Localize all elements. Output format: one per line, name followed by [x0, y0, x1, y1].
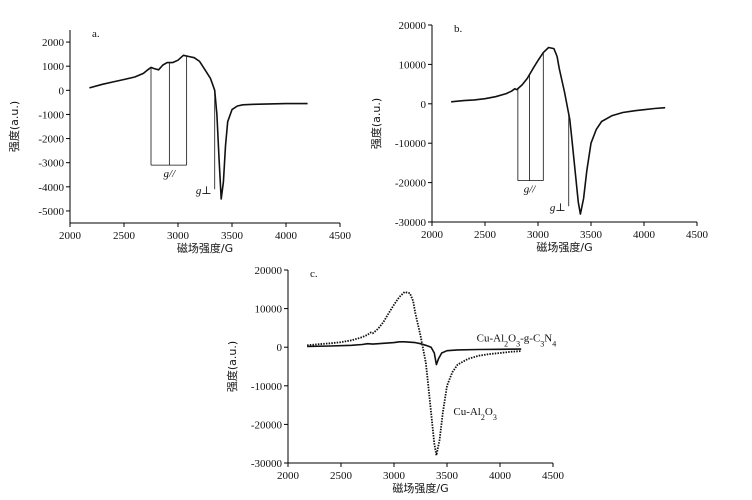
y-tick-label: 10000 — [399, 59, 427, 71]
x-tick-label: 2500 — [113, 230, 136, 242]
series-label-cu-al2o3-g-c3n4: Cu-Al2O3-g-C3N4 — [477, 332, 557, 348]
series-line-0 — [307, 341, 522, 366]
x-tick-label: 2000 — [421, 229, 444, 241]
y-tick-label: 1000 — [42, 61, 65, 73]
series-line-1 — [307, 291, 522, 457]
x-axis-label: 磁场强度/G — [392, 481, 448, 495]
series-label-cu-al2o3: Cu-Al2O3 — [453, 406, 496, 422]
x-tick-label: 3500 — [221, 230, 244, 242]
y-axis-label: 强度(a.u.) — [369, 98, 383, 149]
epr-panel-b: 2000 2500 3000 3500 4000 4500 -30000 -20000 -100… — [369, 20, 709, 254]
epr-panel-c: 2000 2500 3000 3500 4000 4500 -30000 -20000 -100… — [225, 265, 565, 495]
g-perpendicular-label: g⊥ — [196, 185, 212, 197]
x-tick-label: 4000 — [489, 470, 512, 482]
x-tick-label: 4000 — [633, 229, 656, 241]
y-tick-label: 0 — [277, 342, 283, 354]
x-tick-label: 2000 — [59, 230, 82, 242]
x-tick-label: 3500 — [436, 470, 459, 482]
y-tick-label: -30000 — [395, 217, 427, 229]
g-parallel-label: g// — [524, 184, 537, 196]
y-tick-label: -2000 — [38, 134, 64, 146]
x-tick-label: 4500 — [329, 230, 352, 242]
x-tick-label: 3500 — [580, 229, 603, 241]
x-tick-label: 2500 — [330, 470, 353, 482]
x-tick-label: 2000 — [277, 470, 300, 482]
y-axis-label: 强度(a.u.) — [7, 101, 21, 152]
y-axis-label: 强度(a.u.) — [225, 341, 239, 392]
x-tick-label: 3000 — [527, 229, 550, 241]
y-tick-label: 2000 — [42, 37, 65, 49]
y-tick-label: -20000 — [251, 419, 283, 431]
y-tick-label: -4000 — [38, 182, 64, 194]
epr-panel-a: 2000 2500 3000 3500 4000 4500 -5000 -4000 -3000 -… — [7, 28, 352, 255]
y-tick-label: -3000 — [38, 158, 64, 170]
panel-label: b. — [454, 23, 463, 35]
x-tick-label: 4500 — [686, 229, 709, 241]
g-perpendicular-label: g⊥ — [550, 202, 566, 214]
y-tick-label: -10000 — [251, 381, 283, 393]
series-line-0 — [451, 46, 666, 215]
x-axis-label: 磁场强度/G — [536, 240, 592, 254]
y-tick-label: 20000 — [399, 20, 427, 32]
y-tick-label: -1000 — [38, 109, 64, 121]
panel-label: c. — [310, 268, 318, 280]
x-tick-label: 3000 — [167, 230, 190, 242]
x-tick-label: 3000 — [383, 470, 406, 482]
y-tick-label: 10000 — [255, 304, 283, 316]
x-tick-label: 2500 — [474, 229, 497, 241]
x-axis-label: 磁场强度/G — [177, 241, 233, 255]
g-parallel-label: g// — [164, 168, 177, 180]
panel-label: a. — [92, 28, 100, 40]
series-line-0 — [89, 54, 308, 200]
y-tick-label: -10000 — [395, 138, 427, 150]
x-tick-label: 4500 — [542, 470, 565, 482]
y-tick-label: 0 — [421, 99, 427, 111]
x-tick-label: 4000 — [275, 230, 298, 242]
y-tick-label: -5000 — [38, 206, 64, 218]
y-tick-label: -30000 — [251, 458, 283, 470]
y-tick-label: 20000 — [255, 265, 283, 277]
y-tick-label: -20000 — [395, 178, 427, 190]
y-tick-label: 0 — [59, 85, 65, 97]
